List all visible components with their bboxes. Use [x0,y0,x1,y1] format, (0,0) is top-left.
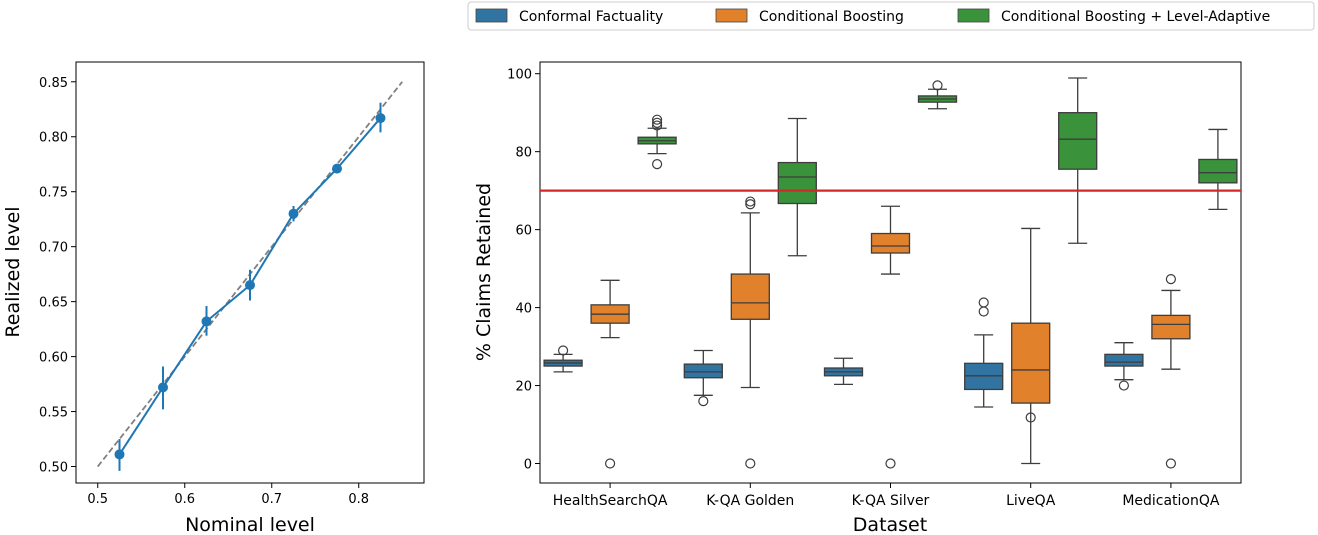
x-tick-label: 0.6 [174,492,195,507]
outlier-point [745,199,756,210]
box [683,363,723,379]
data-point [288,208,299,219]
x-tick-label: K-QA Silver [852,493,930,509]
legend-label: Conditional Boosting + Level-Adaptive [1001,9,1270,25]
data-point [158,382,168,393]
legend: Conformal Factuality Conditional Boostin… [467,1,1315,31]
y-tick-label: 40 [515,302,532,317]
boxplot-chart: 0 20 40 60 80 100 HealthSearchQA K-QA Golden K-… [473,61,1242,535]
outlier-point [745,458,756,469]
legend-swatch [475,8,508,23]
legend-swatch [715,8,748,23]
box [1058,112,1098,170]
legend-swatch [957,8,990,23]
y-tick-label: 0.60 [39,351,68,366]
data-point [375,113,386,124]
outlier-point [651,120,663,131]
outlier-point [1118,380,1130,391]
x-tick-label: LiveQA [1006,493,1056,509]
box [870,232,911,254]
outlier-point [698,396,709,407]
data-point [201,316,212,327]
box [1104,353,1144,367]
y-tick-label: 0 [524,458,532,473]
legend-item-conformal-factuality: Conformal Factuality [475,8,663,25]
data-point [114,449,125,460]
outlier-point [651,117,663,128]
y-tick-label: 0.55 [39,406,68,421]
x-tick-label: 0.8 [348,492,369,507]
left-plot-frame [75,61,425,484]
y-tick-label: 60 [515,224,532,239]
data-point [332,163,342,174]
x-tick-label: 0.7 [261,492,282,507]
outlier-point [978,306,989,317]
left-x-ticks: 0.5 0.6 0.7 0.8 [87,483,369,507]
outlier-point [1165,274,1177,285]
outlier-point [932,80,943,91]
left-x-axis-label: Nominal level [185,514,315,535]
legend-item-conditional-boosting: Conditional Boosting [715,8,904,25]
outlier-point [604,458,616,469]
y-tick-label: 100 [507,68,532,83]
outlier-point [557,345,569,356]
outlier-point [1025,412,1036,423]
right-x-ticks: HealthSearchQA K-QA Golden K-QA Silver Live… [553,483,1220,509]
box [730,273,770,320]
y-tick-label: 0.75 [39,186,68,201]
x-tick-label: K-QA Golden [706,493,794,509]
calibration-plot: 0.5 0.6 0.7 0.8 0.50 0.55 0.60 0.65 0.70 0.75 0.8… [2,61,425,535]
legend-item-level-adaptive: Conditional Boosting + Level-Adaptive [957,8,1270,25]
outlier-point [651,159,663,170]
legend-frame [467,1,1315,31]
data-point [245,280,255,291]
outlier-point [978,297,989,308]
legend-label: Conformal Factuality [519,9,663,25]
y-tick-label: 0.85 [39,76,68,91]
right-y-axis-label: % Claims Retained [473,183,495,361]
y-tick-label: 0.65 [39,296,68,311]
box [1198,158,1238,184]
outlier-point [1165,458,1177,469]
legend-label: Conditional Boosting [759,9,904,25]
y-tick-label: 80 [515,146,532,161]
right-y-ticks: 0 20 40 60 80 100 [507,68,540,473]
outlier-point [651,114,663,125]
left-y-axis-label: Realized level [2,206,24,337]
left-plot-content [97,81,403,471]
outlier-point [745,196,756,207]
y-tick-label: 0.50 [39,461,68,476]
outlier-point [885,458,896,469]
x-tick-label: 0.5 [87,492,108,507]
box [1011,322,1051,404]
x-tick-label: HealthSearchQA [553,493,668,509]
right-plot-content [540,77,1241,469]
right-x-axis-label: Dataset [853,514,927,535]
box [1151,314,1191,340]
y-tick-label: 20 [515,380,532,395]
x-tick-label: MedicationQA [1122,493,1220,509]
y-tick-label: 0.80 [39,131,68,146]
left-y-ticks: 0.50 0.55 0.60 0.65 0.70 0.75 0.80 0.85 [39,76,76,476]
y-tick-label: 0.70 [39,241,68,256]
box [777,161,817,205]
